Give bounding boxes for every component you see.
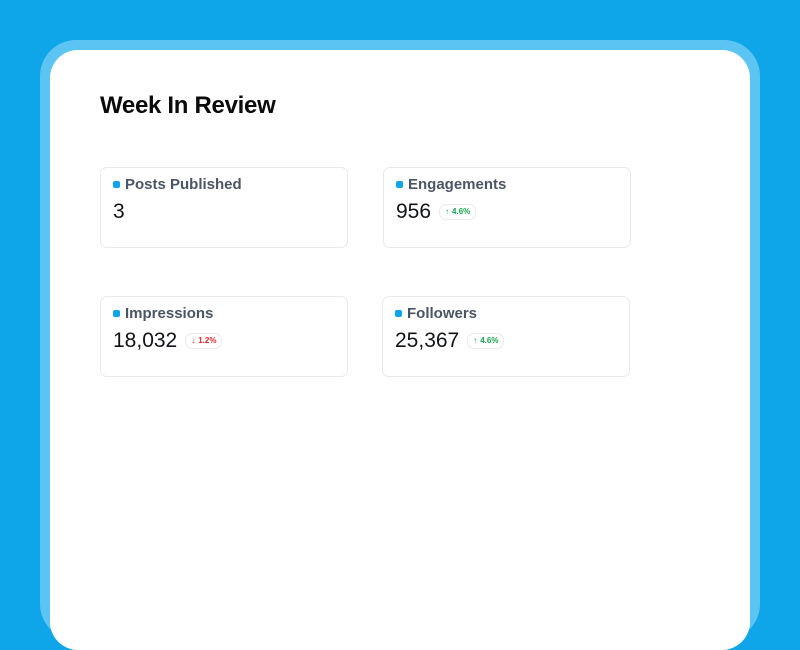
- metric-value-row: 25,367 ↑ 4.6%: [395, 329, 505, 353]
- metric-header: Posts Published: [113, 176, 242, 193]
- metric-value-row: 956 ↑ 4.6%: [396, 200, 477, 224]
- metric-dot-icon: [395, 310, 402, 317]
- metric-dot-icon: [113, 310, 120, 317]
- metric-dot-icon: [396, 181, 403, 188]
- metric-label: Engagements: [408, 176, 507, 193]
- change-value: 4.6%: [452, 207, 471, 216]
- metric-label: Followers: [407, 305, 478, 322]
- arrow-up-icon: ↑: [445, 207, 450, 216]
- arrow-down-icon: ↓: [191, 336, 196, 345]
- change-value: 4.6%: [480, 336, 499, 345]
- metric-value: 18,032: [113, 329, 178, 352]
- change-badge: ↓ 1.2%: [185, 333, 223, 349]
- metric-value: 956: [396, 200, 432, 223]
- metric-header: Impressions: [113, 305, 213, 322]
- metric-card-impressions: Impressions 18,032 ↓ 1.2%: [100, 296, 348, 377]
- arrow-up-icon: ↑: [473, 336, 478, 345]
- page-title: Week In Review: [100, 92, 276, 119]
- metric-card-engagements: Engagements 956 ↑ 4.6%: [383, 167, 631, 248]
- metric-label: Impressions: [125, 305, 214, 322]
- change-badge: ↑ 4.6%: [467, 333, 505, 349]
- metric-value-row: 18,032 ↓ 1.2%: [113, 329, 223, 353]
- change-value: 1.2%: [198, 336, 217, 345]
- metric-dot-icon: [113, 181, 120, 188]
- metric-header: Followers: [395, 305, 477, 322]
- metric-value: 25,367: [395, 329, 460, 352]
- metric-value: 3: [113, 200, 125, 223]
- metric-card-posts-published: Posts Published 3: [100, 167, 348, 248]
- metric-value-row: 3: [113, 200, 125, 224]
- metric-header: Engagements: [396, 176, 506, 193]
- change-badge: ↑ 4.6%: [439, 204, 477, 220]
- metric-card-followers: Followers 25,367 ↑ 4.6%: [382, 296, 630, 377]
- metric-label: Posts Published: [125, 176, 242, 193]
